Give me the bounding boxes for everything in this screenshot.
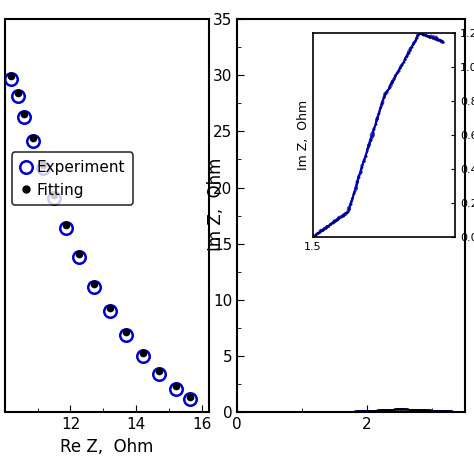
Legend: Experiment, Fitting: Experiment, Fitting — [12, 153, 133, 205]
Text: (b): (b) — [356, 154, 383, 173]
Text: Im Z,  Ohm: Im Z, Ohm — [207, 157, 225, 250]
Y-axis label: Im Z,  Ohm: Im Z, Ohm — [297, 100, 310, 170]
X-axis label: Re Z,  Ohm: Re Z, Ohm — [60, 438, 153, 456]
